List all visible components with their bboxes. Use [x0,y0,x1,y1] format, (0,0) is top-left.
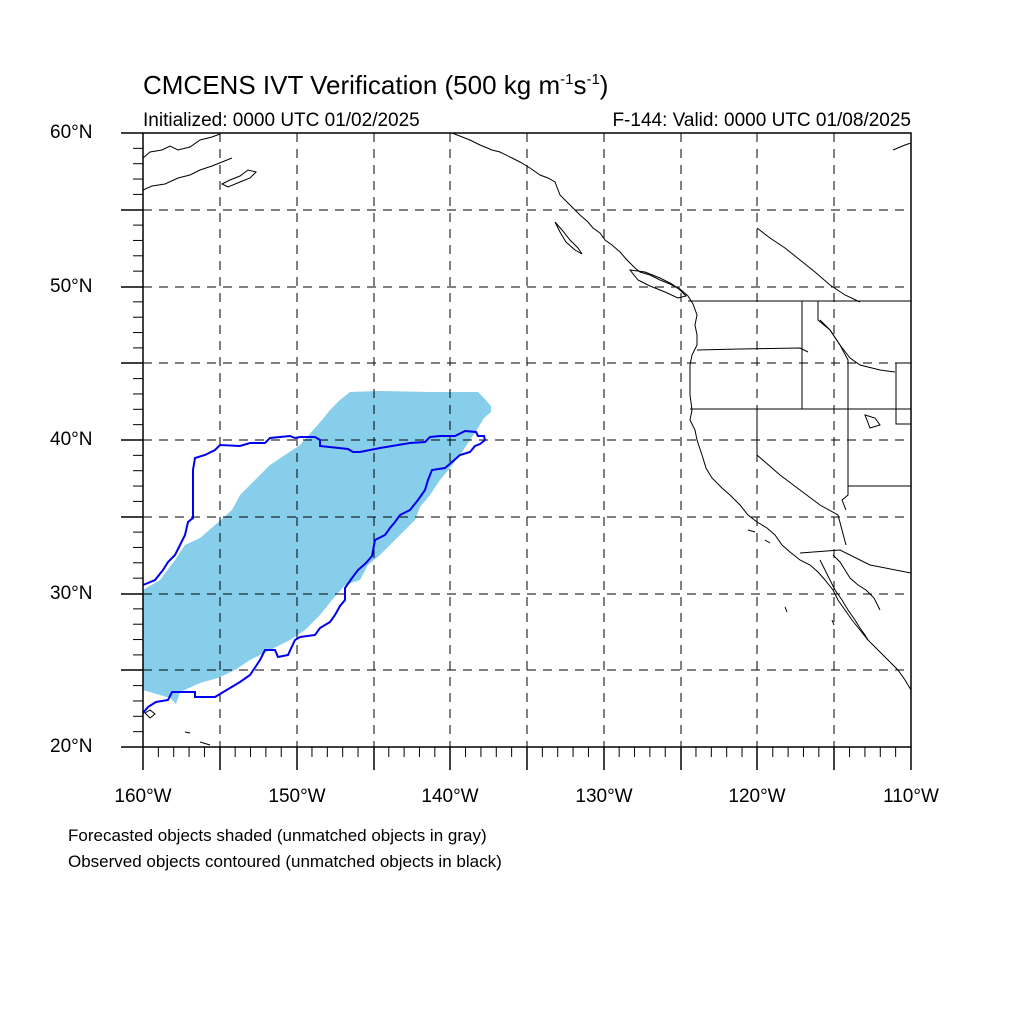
lat-label-30: 30°N [50,583,93,604]
lon-label-130w: 130°W [575,786,633,807]
na-coastline [451,133,911,691]
legend-observed-note: Observed objects contoured (unmatched ob… [68,852,502,871]
canada-inland-coast-2 [819,319,896,373]
unit-exponent-1: -1 [560,71,574,88]
lat-label-50: 50°N [50,276,93,297]
map-title: CMCENS IVT Verification (500 kg m-1s-1) [143,70,608,101]
canada-inland-coast [756,227,861,303]
lon-label-150w: 150°W [268,786,326,807]
unit-exponent-2: -1 [586,71,600,88]
lat-label-40: 40°N [50,429,93,450]
hawaii-islands [144,709,211,746]
grid [143,133,911,747]
lon-label-160w: 160°W [114,786,172,807]
map-title-text: CMCENS IVT Verification (500 kg m [143,70,561,100]
valid-time: F-144: Valid: 0000 UTC 01/08/2025 [612,110,911,131]
axis-ticks [121,132,912,770]
lon-label-120w: 120°W [728,786,786,807]
observed-ivt-contour [142,429,487,714]
state-border-ut-co [848,362,911,487]
channel-islands [747,529,835,626]
title-close: ) [599,70,609,100]
legend-forecast-note: Forecasted objects shaded (unmatched obj… [68,826,487,845]
lon-label-110w: 110°W [883,786,939,807]
unit-s: s [573,70,587,100]
lat-label-20: 20°N [50,736,93,757]
us-mexico-border [799,549,911,574]
lat-label-60: 60°N [50,122,93,143]
alaska-coast-fragment [143,133,221,159]
baja-california [819,554,881,641]
state-border-or-wa [696,347,809,353]
state-border-nv-ca [756,409,847,546]
forecast-ivt-object [143,391,491,704]
vancouver-island [628,269,687,299]
coastlines [143,133,911,746]
kodiak-island [220,169,257,188]
great-salt-lake [864,414,881,429]
haida-gwaii [554,221,583,255]
lon-label-140w: 140°W [421,786,479,807]
ne-corner-coast [892,142,911,151]
minor-ticks [133,147,897,757]
alaska-coast-fragment-2 [143,157,233,191]
initialized-time: Initialized: 0000 UTC 01/02/2025 [143,110,420,131]
state-border-mt [817,301,849,409]
state-border-az [841,409,849,511]
